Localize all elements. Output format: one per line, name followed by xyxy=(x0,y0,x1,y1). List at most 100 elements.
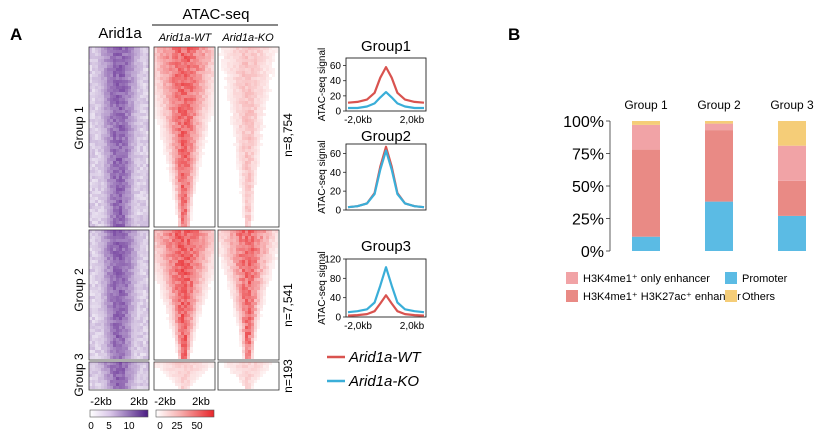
heatmap-cell xyxy=(131,218,134,221)
heatmap-cell xyxy=(257,314,260,317)
heatmap-cell xyxy=(131,365,134,368)
heatmap-cell xyxy=(92,317,95,320)
heatmap-cell xyxy=(175,200,178,203)
heatmap-cell xyxy=(263,80,266,83)
heatmap-cell xyxy=(178,365,181,368)
heatmap-cell xyxy=(211,74,214,77)
heatmap-cell xyxy=(95,167,98,170)
heatmap-cell xyxy=(128,209,131,212)
heatmap-cell xyxy=(169,116,172,119)
heatmap-cell xyxy=(199,374,202,377)
heatmap-cell xyxy=(122,233,125,236)
heatmap-cell xyxy=(236,155,239,158)
heatmap-cell xyxy=(125,218,128,221)
heatmap-cell xyxy=(236,323,239,326)
heatmap-cell xyxy=(140,314,143,317)
heatmap-cell xyxy=(160,287,163,290)
heatmap-cell xyxy=(98,353,101,356)
heatmap-cell xyxy=(98,200,101,203)
heatmap-cell xyxy=(221,242,224,245)
heatmap-cell xyxy=(110,329,113,332)
heatmap-cell xyxy=(163,296,166,299)
heatmap-cell xyxy=(131,287,134,290)
heatmap-cell xyxy=(202,131,205,134)
heatmap-cell xyxy=(169,170,172,173)
heatmap-cell xyxy=(154,362,157,365)
heatmap-cell xyxy=(104,251,107,254)
heatmap-cell xyxy=(257,299,260,302)
heatmap-cell xyxy=(104,302,107,305)
heatmap-cell xyxy=(140,278,143,281)
heatmap-cell xyxy=(131,242,134,245)
heatmap-cell xyxy=(154,65,157,68)
heatmap-cell xyxy=(208,248,211,251)
heatmap-cell xyxy=(239,191,242,194)
heatmap-cell xyxy=(113,122,116,125)
heatmap-cell xyxy=(107,266,110,269)
heatmap-cell xyxy=(260,110,263,113)
heatmap-cell xyxy=(196,47,199,50)
heatmap-cell xyxy=(242,47,245,50)
heatmap-cell xyxy=(95,116,98,119)
heatmap-cell xyxy=(110,182,113,185)
heatmap-cell xyxy=(172,116,175,119)
heatmap-cell xyxy=(184,302,187,305)
heatmap-cell xyxy=(116,365,119,368)
heatmap-cell xyxy=(160,74,163,77)
heatmap-cell xyxy=(193,296,196,299)
heatmap-cell xyxy=(113,272,116,275)
heatmap-cell xyxy=(260,251,263,254)
heatmap-cell xyxy=(175,65,178,68)
heatmap-cell xyxy=(134,212,137,215)
heatmap-cell xyxy=(119,131,122,134)
heatmap-cell xyxy=(230,272,233,275)
heatmap-cell xyxy=(128,119,131,122)
heatmap-cell xyxy=(89,56,92,59)
heatmap-cell xyxy=(245,158,248,161)
heatmap-cell xyxy=(140,152,143,155)
heatmap-cell xyxy=(116,347,119,350)
heatmap-cell xyxy=(184,332,187,335)
heatmap-cell xyxy=(181,305,184,308)
heatmap-cell xyxy=(187,275,190,278)
heatmap-cell xyxy=(242,170,245,173)
heatmap-cell xyxy=(125,179,128,182)
heatmap-cell xyxy=(196,179,199,182)
heatmap-cell xyxy=(230,257,233,260)
heatmap-cell xyxy=(169,236,172,239)
heatmap-cell xyxy=(95,368,98,371)
heatmap-cell xyxy=(116,335,119,338)
panel-a-label: A xyxy=(10,25,22,44)
heatmap-cell xyxy=(92,344,95,347)
heatmap-cell xyxy=(239,299,242,302)
heatmap-cell xyxy=(242,137,245,140)
heatmap-cell xyxy=(137,170,140,173)
heatmap-cell xyxy=(227,80,230,83)
heatmap-cell xyxy=(266,233,269,236)
heatmap-cell xyxy=(187,146,190,149)
heatmap-cell xyxy=(125,386,128,389)
heatmap-cell xyxy=(104,185,107,188)
heatmap-cell xyxy=(242,329,245,332)
heatmap-cell xyxy=(257,365,260,368)
heatmap-cell xyxy=(113,89,116,92)
heatmap-cell xyxy=(260,47,263,50)
heatmap-cell xyxy=(196,68,199,71)
heatmap-cell xyxy=(245,284,248,287)
heatmap-cell xyxy=(193,56,196,59)
heatmap-cell xyxy=(128,167,131,170)
heatmap-cell xyxy=(196,296,199,299)
heatmap-cell xyxy=(172,290,175,293)
heatmap-cell xyxy=(116,167,119,170)
heatmap-cell xyxy=(248,68,251,71)
heatmap-cell xyxy=(184,242,187,245)
heatmap-cell xyxy=(172,335,175,338)
heatmap-cell xyxy=(178,107,181,110)
heatmap-cell xyxy=(116,230,119,233)
heatmap-cell xyxy=(134,308,137,311)
heatmap-cell xyxy=(166,143,169,146)
heatmap-cell xyxy=(196,134,199,137)
heatmap-cell xyxy=(169,176,172,179)
heatmap-cell xyxy=(98,323,101,326)
heatmap-cell xyxy=(245,152,248,155)
